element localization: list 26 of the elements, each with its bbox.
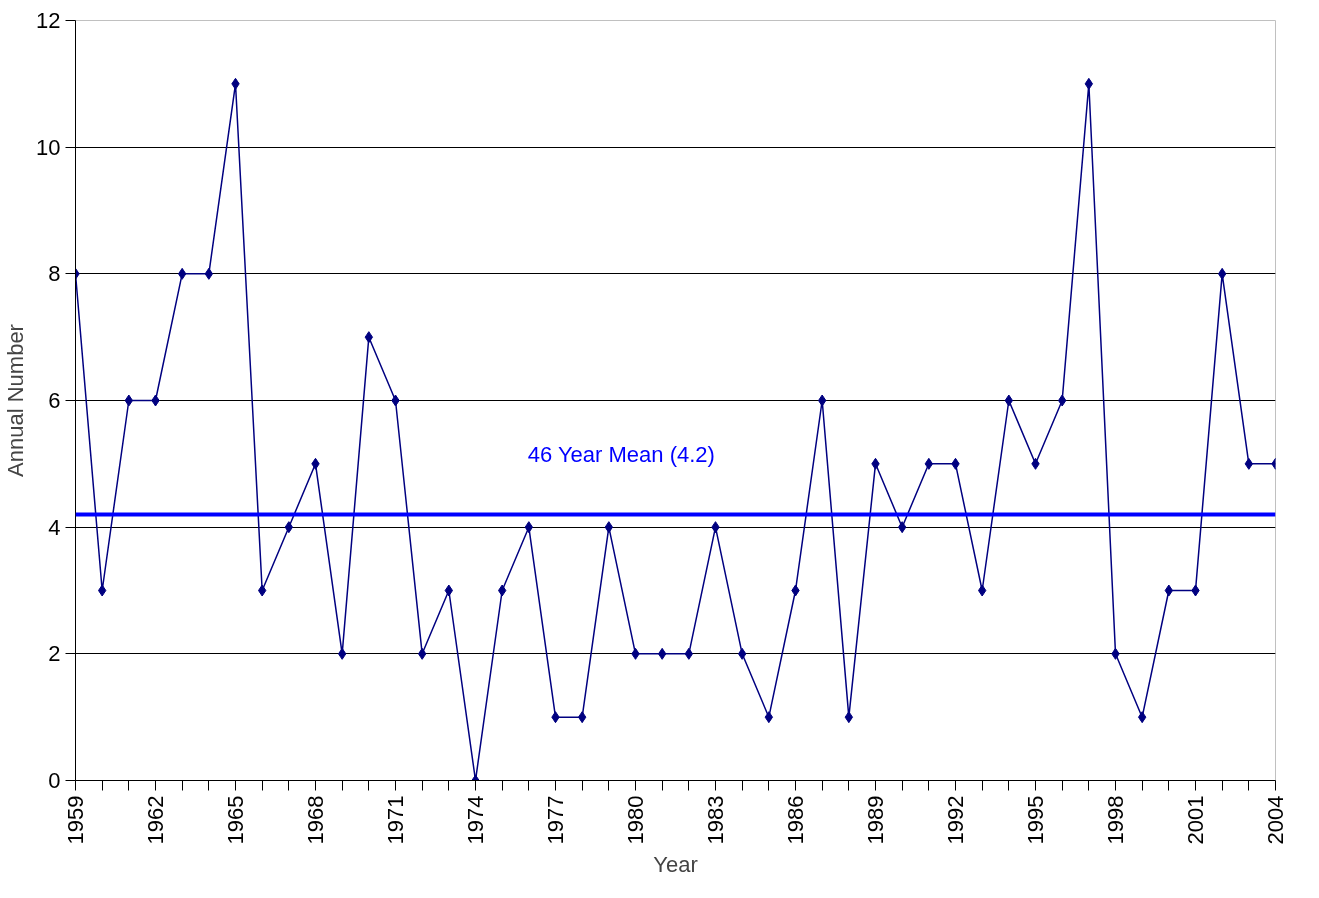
x-tick-label: 1959 bbox=[63, 795, 88, 845]
y-tick-label: 6 bbox=[48, 388, 61, 413]
x-tick-label: 1968 bbox=[303, 795, 328, 845]
x-tick-label: 1986 bbox=[783, 795, 808, 845]
y-tick-label: 2 bbox=[48, 641, 61, 667]
y-tick-label: 4 bbox=[48, 514, 61, 540]
x-tick-label: 1965 bbox=[223, 795, 248, 845]
x-tick-label: 1980 bbox=[623, 795, 648, 845]
x-axis-title: Year bbox=[653, 852, 698, 878]
y-axis-title: Annual Number bbox=[3, 324, 29, 477]
x-tick-label: 1962 bbox=[143, 795, 168, 845]
x-tick-label: 1989 bbox=[863, 795, 888, 845]
y-tick-label: 0 bbox=[48, 768, 61, 793]
y-tick-label: 8 bbox=[48, 261, 61, 287]
x-tick-label: 1998 bbox=[1103, 795, 1128, 845]
x-tick-label: 2004 bbox=[1263, 795, 1288, 845]
x-tick-label: 1983 bbox=[703, 795, 728, 845]
ref-line-label: 46 Year Mean (4.2) bbox=[527, 442, 715, 467]
y-tick-label: 10 bbox=[36, 134, 61, 160]
x-tick-label: 1971 bbox=[383, 795, 408, 845]
x-tick-label: 2001 bbox=[1183, 795, 1208, 845]
x-tick-label: 1995 bbox=[1023, 795, 1048, 845]
y-tick-label: 12 bbox=[36, 8, 61, 33]
x-tick-label: 1974 bbox=[463, 795, 488, 845]
x-tick-label: 1992 bbox=[943, 795, 968, 845]
x-tick-label: 1977 bbox=[543, 795, 568, 845]
